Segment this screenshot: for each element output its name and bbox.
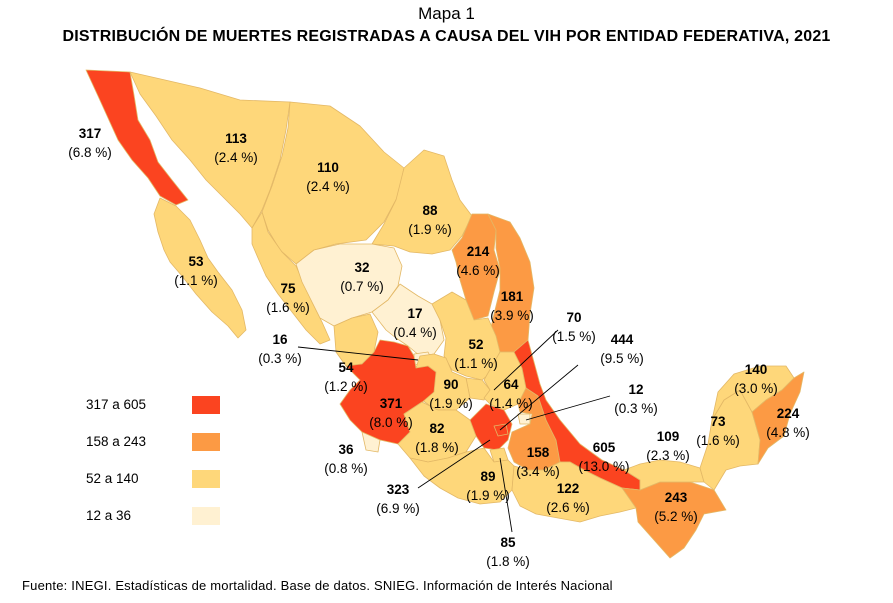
label-value-yuc: 140 xyxy=(745,362,768,377)
label-value-bc: 317 xyxy=(79,126,102,141)
state-coah xyxy=(371,149,473,255)
label-pct-chis: (5.2 %) xyxy=(654,509,698,524)
state-labels: 317 (6.8 %) 53 (1.1 %) 113 (2.4 %) 110 (… xyxy=(68,126,810,569)
label-value-nl: 214 xyxy=(467,244,490,259)
label-pct-son: (2.4 %) xyxy=(214,150,258,165)
label-value-mex: 323 xyxy=(387,482,410,497)
label-value-hgo: 64 xyxy=(503,377,519,392)
label-value-tab: 109 xyxy=(657,429,680,444)
legend-swatch-1 xyxy=(192,396,220,414)
label-value-chis: 243 xyxy=(665,490,688,505)
label-value-bcs: 53 xyxy=(188,254,204,269)
label-pct-mex: (6.9 %) xyxy=(376,501,420,516)
map-number: Mapa 1 xyxy=(418,4,475,23)
label-value-qro: 70 xyxy=(566,310,581,325)
label-pct-bc: (6.8 %) xyxy=(68,145,112,160)
label-value-sin: 75 xyxy=(280,281,296,296)
label-pct-sin: (1.6 %) xyxy=(266,300,310,315)
state-sin xyxy=(251,211,331,345)
state-cdmx xyxy=(493,423,509,437)
label-value-coah: 88 xyxy=(422,203,438,218)
legend-label-2: 158 a 243 xyxy=(86,434,147,449)
label-value-zac: 17 xyxy=(407,306,422,321)
state-bcs xyxy=(153,197,247,339)
label-value-gto: 90 xyxy=(443,377,458,392)
source-note: Fuente: INEGI. Estadísticas de mortalida… xyxy=(22,578,613,593)
label-pct-col: (0.8 %) xyxy=(324,461,368,476)
label-value-ags: 16 xyxy=(272,332,288,347)
label-pct-qroo: (4.8 %) xyxy=(766,425,810,440)
label-pct-ver: (13.0 %) xyxy=(578,459,629,474)
label-value-slp: 52 xyxy=(468,337,483,352)
label-value-ver: 605 xyxy=(593,440,616,455)
label-value-oax: 122 xyxy=(557,481,580,496)
legend-swatch-2 xyxy=(192,433,220,451)
label-pct-chih: (2.4 %) xyxy=(306,179,350,194)
label-value-pue: 158 xyxy=(527,445,550,460)
label-pct-nay: (1.2 %) xyxy=(324,379,368,394)
label-pct-jal: (8.0 %) xyxy=(369,415,413,430)
label-value-cdmx: 444 xyxy=(611,332,634,347)
label-pct-bcs: (1.1 %) xyxy=(174,273,218,288)
leader-lines xyxy=(297,329,611,533)
label-value-qroo: 224 xyxy=(777,406,800,421)
label-pct-dgo: (0.7 %) xyxy=(340,279,384,294)
legend-label-3: 52 a 140 xyxy=(86,471,139,486)
label-pct-gto: (1.9 %) xyxy=(429,396,473,411)
label-pct-nl: (4.6 %) xyxy=(456,263,500,278)
state-col xyxy=(361,431,381,453)
label-value-tlax: 12 xyxy=(628,382,643,397)
label-pct-hgo: (1.4 %) xyxy=(489,396,533,411)
state-bc xyxy=(85,69,189,206)
label-pct-cdmx: (9.5 %) xyxy=(600,351,644,366)
label-pct-coah: (1.9 %) xyxy=(408,222,452,237)
label-pct-mich: (1.8 %) xyxy=(415,440,459,455)
label-pct-zac: (0.4 %) xyxy=(393,325,437,340)
map-title: DISTRIBUCIÓN DE MUERTES REGISTRADAS A CA… xyxy=(62,28,831,45)
legend-label-1: 317 a 605 xyxy=(86,397,147,412)
legend-swatch-4 xyxy=(192,507,220,525)
label-value-nay: 54 xyxy=(338,360,354,375)
label-pct-qro: (1.5 %) xyxy=(552,329,596,344)
state-chih xyxy=(261,101,405,265)
state-jal xyxy=(339,339,437,445)
legend-swatch-3 xyxy=(192,470,220,488)
label-value-jal: 371 xyxy=(380,396,403,411)
label-value-camp: 73 xyxy=(710,414,726,429)
label-pct-camp: (1.6 %) xyxy=(696,433,740,448)
state-mex xyxy=(469,403,513,451)
label-pct-tamps: (3.9 %) xyxy=(490,308,534,323)
state-zac xyxy=(371,283,445,357)
label-value-mor: 85 xyxy=(500,535,516,550)
label-value-dgo: 32 xyxy=(354,260,369,275)
label-value-col: 36 xyxy=(338,442,354,457)
label-pct-yuc: (3.0 %) xyxy=(734,381,778,396)
label-pct-oax: (2.6 %) xyxy=(546,500,590,515)
legend-label-4: 12 a 36 xyxy=(86,508,132,523)
label-pct-mor: (1.8 %) xyxy=(486,554,530,569)
label-pct-slp: (1.1 %) xyxy=(454,356,498,371)
label-pct-tab: (2.3 %) xyxy=(646,448,690,463)
label-value-tamps: 181 xyxy=(501,289,524,304)
label-value-son: 113 xyxy=(225,131,247,146)
label-pct-pue: (3.4 %) xyxy=(516,464,560,479)
label-value-mich: 82 xyxy=(429,421,444,436)
state-qroo xyxy=(751,371,805,465)
label-value-chih: 110 xyxy=(317,160,339,175)
label-pct-tlax: (0.3 %) xyxy=(614,401,658,416)
label-value-gro: 89 xyxy=(480,469,495,484)
label-pct-gro: (1.9 %) xyxy=(466,488,510,503)
label-pct-ags: (0.3 %) xyxy=(258,351,302,366)
